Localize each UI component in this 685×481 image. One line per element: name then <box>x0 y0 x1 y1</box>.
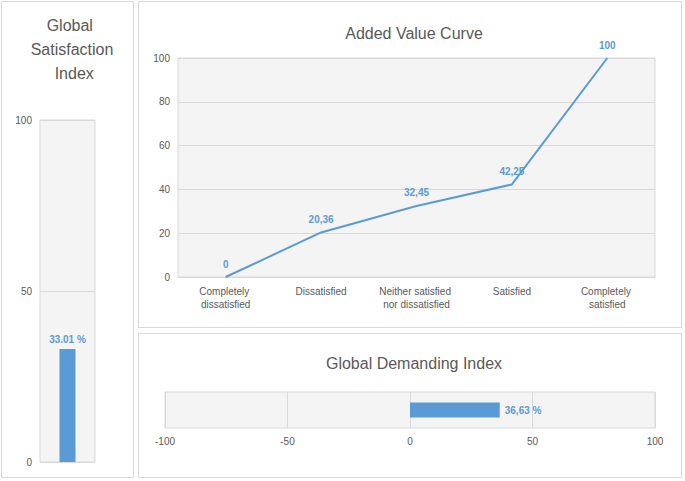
svg-text:Completely: Completely <box>199 286 252 297</box>
svg-text:0: 0 <box>407 436 413 447</box>
svg-text:Satisfaction: Satisfaction <box>31 41 114 58</box>
svg-text:0: 0 <box>164 272 170 283</box>
svg-text:Global Demanding Index: Global Demanding Index <box>326 355 502 372</box>
svg-text:50: 50 <box>21 286 33 297</box>
svg-text:-100: -100 <box>155 436 175 447</box>
svg-text:50: 50 <box>527 436 539 447</box>
svg-text:33.01 %: 33.01 % <box>49 334 86 345</box>
svg-text:20: 20 <box>159 228 171 239</box>
svg-text:100: 100 <box>15 115 32 126</box>
svg-text:100: 100 <box>599 40 616 51</box>
svg-text:-50: -50 <box>280 436 295 447</box>
svg-text:40: 40 <box>159 184 171 195</box>
svg-text:nor dissatisfied: nor dissatisfied <box>383 299 450 310</box>
svg-text:Global: Global <box>47 17 98 34</box>
svg-text:Completely: Completely <box>581 286 634 297</box>
svg-text:60: 60 <box>159 140 171 151</box>
svg-text:Index: Index <box>50 65 94 82</box>
svg-text:Added Value Curve: Added Value Curve <box>345 25 483 42</box>
svg-text:80: 80 <box>159 96 171 107</box>
svg-text:dissatisfied: dissatisfied <box>201 299 250 310</box>
svg-text:36,63 %: 36,63 % <box>505 405 542 416</box>
svg-text:100: 100 <box>153 53 170 64</box>
svg-text:0: 0 <box>26 457 32 468</box>
svg-text:satisfied: satisfied <box>589 299 626 310</box>
svg-text:0: 0 <box>223 259 229 270</box>
svg-text:Satisfied: Satisfied <box>493 286 531 297</box>
svg-text:32,45: 32,45 <box>404 187 429 198</box>
svg-text:42,25: 42,25 <box>499 166 524 177</box>
svg-text:100: 100 <box>647 436 664 447</box>
svg-text:20,36: 20,36 <box>309 214 334 225</box>
svg-text:Dissatisfied: Dissatisfied <box>296 286 347 297</box>
svg-text:Neither satisfied: Neither satisfied <box>379 286 453 297</box>
